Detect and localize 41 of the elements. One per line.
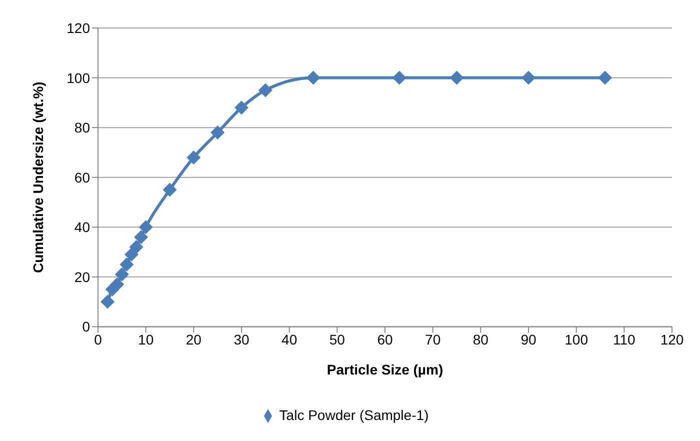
x-tick-label: 60 [377,332,393,348]
x-tick-label: 100 [564,332,588,348]
point [110,277,124,292]
x-tick-label: 40 [282,332,298,348]
y-axis-title: Cumulative Undersize (wt.%) [30,82,46,274]
y-tick-label: 40 [74,219,90,236]
x-tick-label: 70 [425,332,441,348]
point [162,182,177,197]
point [120,257,134,272]
point [114,267,129,282]
point [124,248,138,262]
point [392,70,406,85]
point [134,230,148,244]
y-tick-label: 100 [66,70,90,86]
point [210,126,225,140]
x-tick-label: 20 [186,332,202,348]
x-tick-label: 90 [520,332,536,348]
x-tick-label: 10 [138,332,154,348]
point [450,70,464,85]
y-tick-label: 20 [74,268,90,285]
y-tick-label: 0 [82,318,90,335]
legend-label: Talc Powder (Sample-1) [279,406,429,423]
point [258,83,272,98]
point [100,294,115,309]
point [598,70,612,85]
point [306,70,320,85]
x-tick-label: 0 [94,332,102,348]
point [522,70,536,85]
point [234,100,248,115]
x-tick-label: 110 [613,332,636,348]
x-tick-label: 120 [660,332,684,348]
point [186,150,201,164]
y-tick-label: 60 [74,169,90,186]
x-tick-label: 50 [329,332,346,348]
point [129,240,144,254]
point [138,220,153,234]
x-axis-title: Particle Size (µm) [326,362,444,378]
x-tick-label: 30 [234,332,250,348]
y-tick-label: 120 [66,20,90,36]
x-tick-label: 80 [472,332,489,348]
y-tick-label: 80 [74,120,90,136]
